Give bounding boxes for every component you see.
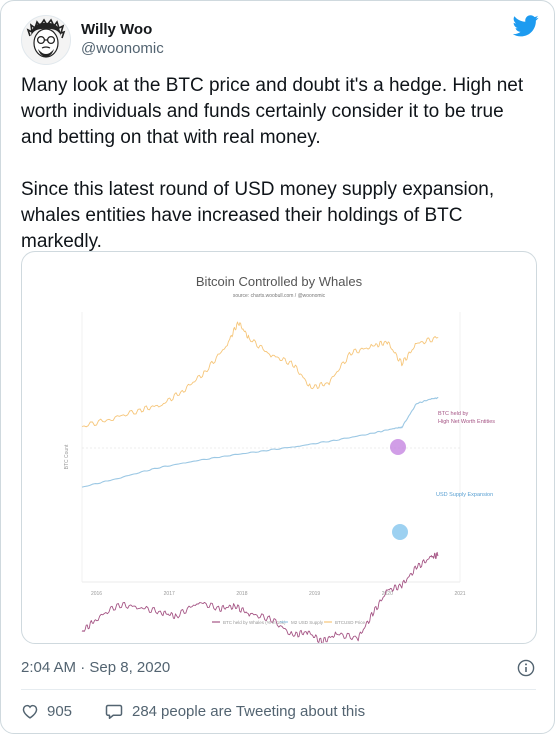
legend-item: BTCUSD Price (335, 620, 366, 625)
engagement-label: people are Tweeting about this (161, 702, 366, 720)
engagement-count: 284 (132, 702, 158, 720)
twitter-bird-icon[interactable] (513, 15, 539, 37)
chart-source: source: charts.woobull.com / @woonomic (232, 293, 326, 299)
info-icon[interactable] (517, 659, 535, 677)
chart-plot: BTC Count 2016 2017 2018 2019 2020 2021 BTC hel… (64, 312, 495, 643)
heart-icon (22, 704, 38, 719)
whales-annotation-line2: High Net Worth Entities (438, 419, 495, 425)
whales-highlight-marker (390, 439, 406, 455)
author-handle[interactable]: @woonomic (81, 40, 164, 57)
y-axis-label: BTC Count (64, 444, 70, 469)
avatar[interactable] (21, 15, 71, 65)
x-tick-label: 2020 (382, 591, 393, 597)
x-tick-label: 2017 (164, 591, 175, 597)
divider (21, 689, 536, 690)
tweet-timestamp[interactable]: 2:04 AM · Sep 8, 2020 (21, 659, 171, 676)
like-button[interactable]: 905 (21, 701, 72, 721)
x-tick-label: 2019 (309, 591, 320, 597)
usd-annotation: USD Supply Expansion (436, 492, 493, 498)
avatar-illustration (22, 16, 70, 64)
chat-bubble-icon (105, 704, 123, 719)
series-line-2 (81, 321, 439, 428)
tweet-text: Many look at the BTC price and doubt it'… (21, 73, 536, 255)
tweet-paragraph: Since this latest round of USD money sup… (21, 179, 495, 252)
usd-highlight-marker (392, 524, 408, 540)
tweet-media-chart[interactable]: Bitcoin Controlled by Whales source: cha… (21, 251, 537, 644)
tweeting-about-link[interactable]: 284 people are Tweeting about this (105, 701, 365, 721)
author-name[interactable]: Willy Woo (81, 21, 153, 38)
chart-title: Bitcoin Controlled by Whales (195, 274, 363, 289)
x-tick-label: 2021 (454, 591, 465, 597)
x-tick-label: 2016 (91, 591, 102, 597)
tweet-paragraph: Many look at the BTC price and doubt it'… (21, 75, 524, 148)
series-line-1 (81, 396, 439, 488)
x-tick-label: 2018 (236, 591, 247, 597)
series-line-0 (81, 551, 439, 643)
whales-annotation: BTC held by (438, 411, 469, 417)
like-count: 905 (47, 702, 73, 720)
legend-item: BTC held by Whales (% in 10k) (223, 620, 286, 625)
legend-item: M2 USD Supply (291, 620, 324, 625)
